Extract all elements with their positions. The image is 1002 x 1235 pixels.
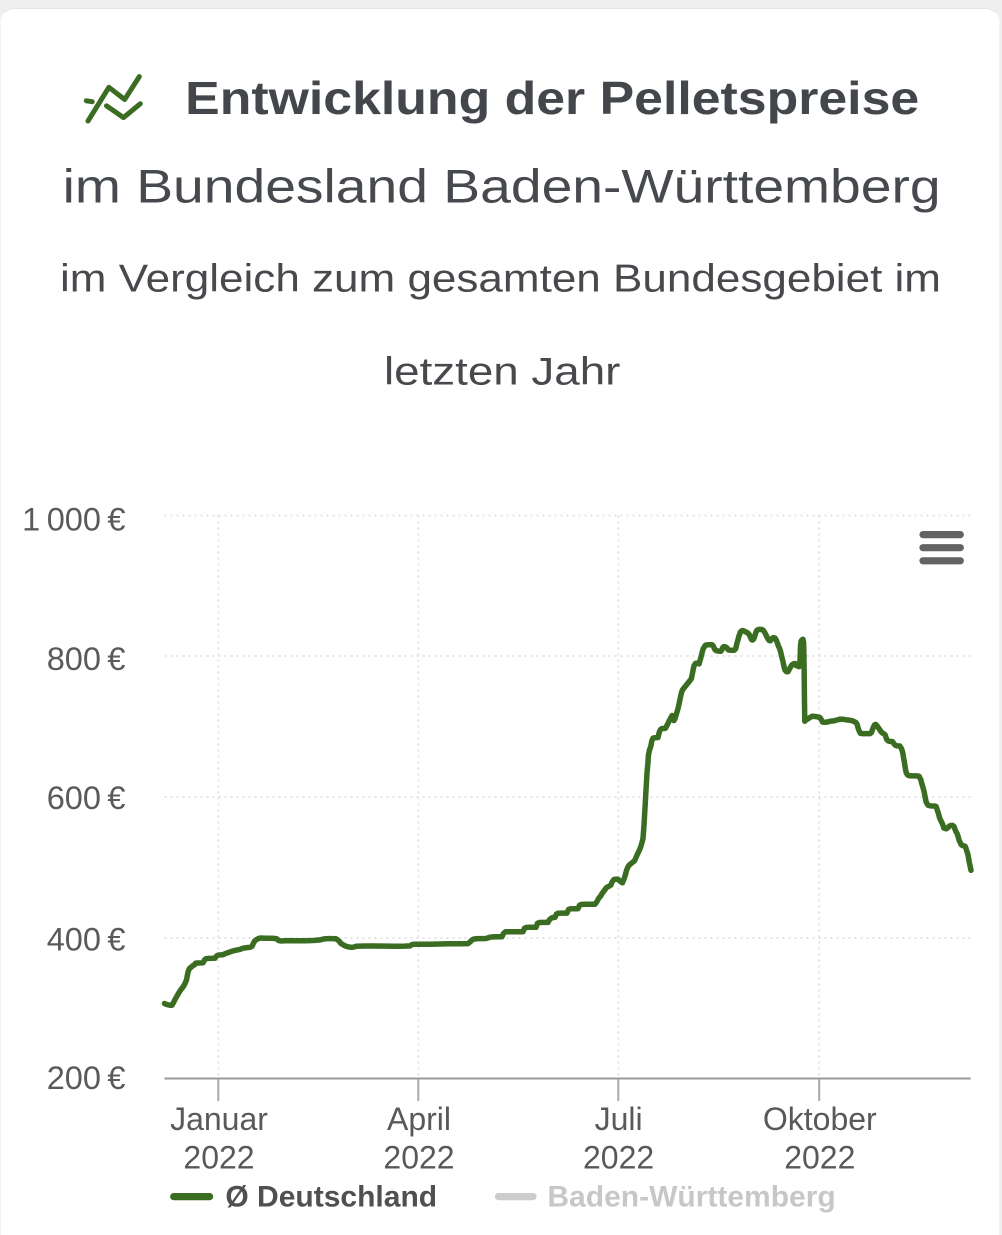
svg-text:Januar: Januar [170, 1101, 268, 1137]
svg-text:2022: 2022 [183, 1140, 254, 1176]
svg-text:1 000 €: 1 000 € [22, 502, 125, 538]
svg-text:im Bundesland Baden-Württember: im Bundesland Baden-Württemberg [63, 160, 941, 213]
svg-text:im Vergleich zum gesamten Bund: im Vergleich zum gesamten Bundesgebiet i… [60, 258, 941, 301]
svg-text:Juli: Juli [595, 1101, 643, 1137]
svg-text:2022: 2022 [784, 1140, 855, 1176]
svg-text:400 €: 400 € [47, 922, 126, 958]
svg-text:800 €: 800 € [47, 641, 126, 677]
svg-text:letzten Jahr: letzten Jahr [384, 350, 621, 393]
svg-text:200 €: 200 € [47, 1060, 126, 1096]
svg-text:600 €: 600 € [47, 780, 126, 816]
svg-text:Ø Deutschland: Ø Deutschland [225, 1181, 437, 1214]
svg-text:Entwicklung der Pelletspreise: Entwicklung der Pelletspreise [185, 72, 919, 124]
svg-text:April: April [387, 1101, 451, 1137]
svg-text:Oktober: Oktober [763, 1101, 877, 1137]
svg-text:2022: 2022 [583, 1140, 654, 1176]
svg-text:2022: 2022 [383, 1140, 454, 1176]
svg-text:Baden-Württemberg: Baden-Württemberg [547, 1181, 835, 1214]
